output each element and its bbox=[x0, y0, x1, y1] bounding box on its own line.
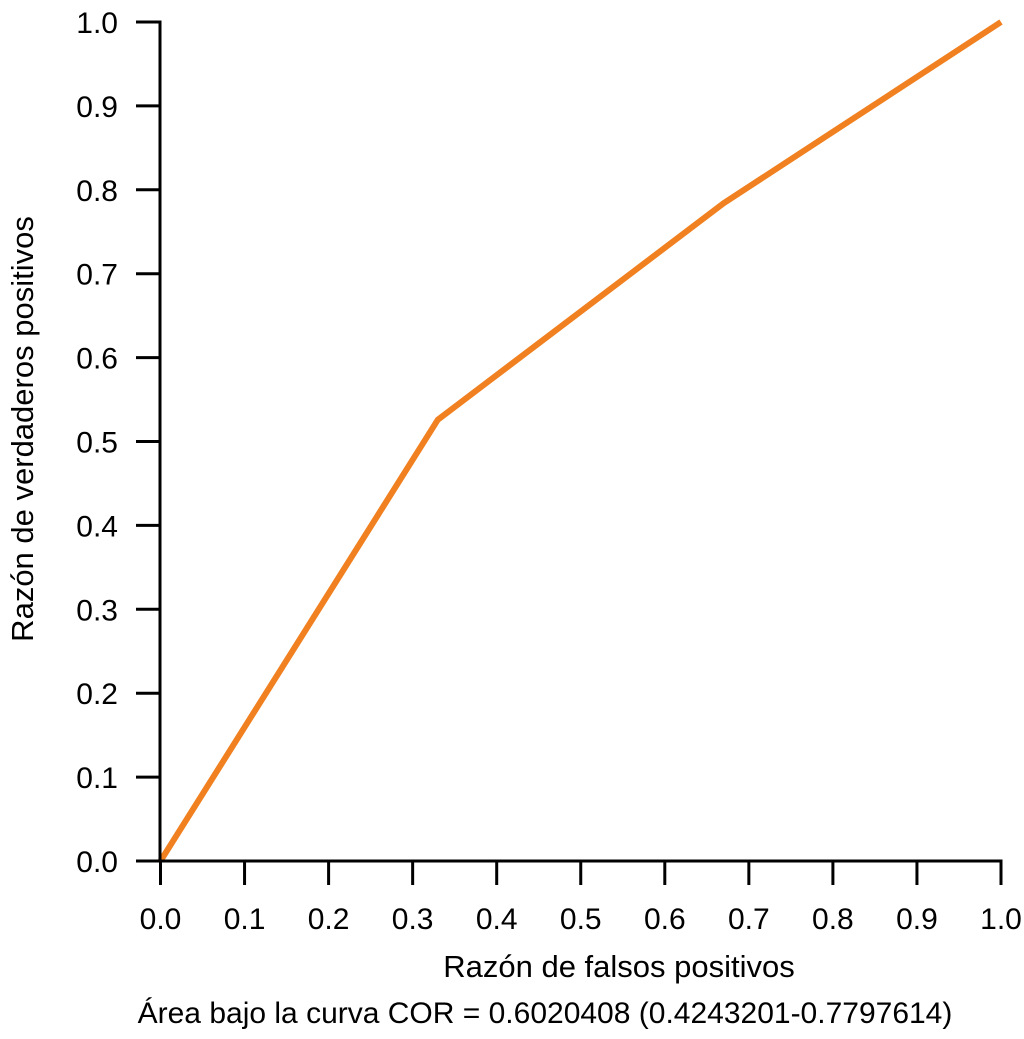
x-tick-label: 0.7 bbox=[728, 903, 770, 936]
x-tick-label: 0.2 bbox=[308, 903, 350, 936]
x-tick-label: 0.1 bbox=[224, 903, 266, 936]
y-tick-label: 0.0 bbox=[76, 846, 118, 879]
x-tick-label: 0.9 bbox=[896, 903, 938, 936]
x-tick-label: 1.0 bbox=[980, 903, 1022, 936]
x-tick-label: 0.0 bbox=[140, 903, 182, 936]
auc-caption: Área bajo la curva COR = 0.6020408 (0.42… bbox=[138, 997, 953, 1030]
x-tick-label: 0.5 bbox=[560, 903, 602, 936]
x-tick-label: 0.6 bbox=[644, 903, 686, 936]
roc-curve-line bbox=[157, 19, 1003, 863]
x-tick-label: 0.3 bbox=[392, 903, 434, 936]
y-axis-title: Razón de verdaderos positivos bbox=[5, 216, 40, 642]
y-tick-label: 0.5 bbox=[76, 427, 118, 460]
x-tick-label: 0.4 bbox=[476, 903, 518, 936]
x-tick-label: 0.8 bbox=[812, 903, 854, 936]
roc-curve-layer bbox=[157, 19, 1003, 863]
y-tick-label: 1.0 bbox=[76, 7, 118, 40]
y-tick-label: 0.3 bbox=[76, 594, 118, 627]
y-tick-label: 0.7 bbox=[76, 259, 118, 292]
y-tick-label: 0.2 bbox=[76, 678, 118, 711]
y-tick-label: 0.9 bbox=[76, 91, 118, 124]
y-tick-label: 0.4 bbox=[76, 510, 118, 543]
y-tick-label: 0.6 bbox=[76, 343, 118, 376]
y-tick-label: 0.1 bbox=[76, 762, 118, 795]
y-tick-label: 0.8 bbox=[76, 175, 118, 208]
x-axis-title: Razón de falsos positivos bbox=[443, 949, 795, 984]
axes-layer: 0.0 0.1 0.2 0.3 0.4 0.5 0.6 0.7 0.8 0.9 1.0 0.0 0.1 0… bbox=[76, 7, 1022, 936]
